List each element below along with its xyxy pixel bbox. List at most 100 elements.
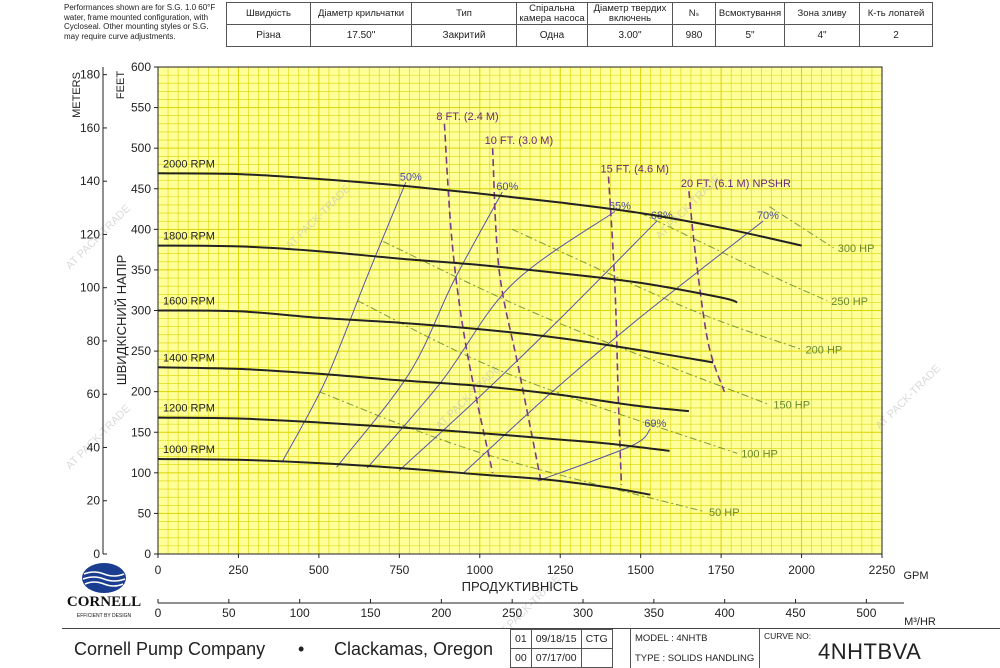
cornell-logo: CORNELL EFFICIENT BY DESIGN: [60, 558, 150, 622]
y-tick-label-meters: 120: [80, 227, 100, 241]
x-tick-label-m3hr: 350: [644, 606, 664, 620]
speed-label: 1200 RPM: [163, 403, 215, 415]
hp-lines: 50 HP 100 HP 150 HP 200 HP 250 HP 300 HP: [318, 206, 874, 519]
x-tick-label-gpm: 1000: [466, 563, 493, 577]
hp-label: 50 HP: [709, 507, 740, 519]
x-tick-label-gpm: 1500: [627, 563, 654, 577]
speed-label: 1400 RPM: [163, 352, 215, 364]
x-tick-label-gpm: 250: [228, 563, 248, 577]
revision-table: 01 09/18/15 CTG 00 07/17/00: [510, 629, 613, 668]
spec-value: 2: [859, 24, 933, 47]
x-tick-label-m3hr: 0: [155, 606, 162, 620]
rev-date: 09/18/15: [530, 629, 582, 649]
hp-line: [318, 391, 706, 513]
speed-curve: [157, 309, 714, 364]
performance-note: Performances shown are for S.G. 1.0 60°F…: [64, 3, 216, 41]
speed-curve: [157, 244, 738, 304]
speed-curve: [157, 366, 689, 413]
x-tick-label-gpm: 1250: [547, 563, 574, 577]
y-tick-label-feet: 500: [131, 141, 151, 155]
spec-header: Швидкість: [226, 2, 311, 25]
speed-curve: [157, 458, 651, 496]
rev-number: 01: [510, 629, 532, 649]
rev-date: 07/17/00: [530, 648, 582, 668]
x-tick-label-m3hr: 200: [431, 606, 451, 620]
hp-label: 150 HP: [773, 400, 810, 412]
hp-line: [769, 206, 834, 249]
watermark-text: AT PACK-TRADE: [64, 403, 133, 472]
speed-label: 2000 RPM: [163, 158, 215, 170]
hp-line: [357, 300, 738, 454]
spec-value: 17.50": [310, 24, 412, 47]
y-tick-label-feet: 250: [131, 344, 151, 358]
spec-value: 5": [715, 24, 785, 47]
footer: Cornell Pump Company • Clackamas, Oregon…: [62, 628, 1000, 668]
y-tick-label-feet: 100: [131, 466, 151, 480]
model-line: MODEL : 4NHTB: [635, 633, 708, 644]
spec-value: Закритий: [411, 24, 517, 47]
efficiency-label: 50%: [400, 171, 422, 183]
x-tick-label-m3hr: 150: [360, 606, 380, 620]
y-unit-feet: FEET: [115, 71, 127, 99]
spec-value: Одна: [516, 24, 588, 47]
rev-initials: [580, 648, 613, 668]
efficiency-line: [281, 182, 407, 463]
spec-header: Спіральна камера насоса: [516, 2, 588, 25]
curve-label: CURVE NO:: [764, 631, 812, 641]
spec-header: Nₛ: [672, 2, 716, 25]
speed-curves: 2000 RPM 1800 RPM 1600 RPM 1400 RPM 1200 RPM…: [157, 158, 802, 496]
rev-initials: CTG: [580, 629, 613, 649]
y-tick-label-feet: 400: [131, 222, 151, 236]
npshr-label: 20 FT. (6.1 M) NPSHR: [681, 178, 791, 190]
npshr-line: [688, 191, 726, 392]
efficiency-line: [398, 220, 658, 471]
efficiency-label: 60%: [496, 181, 518, 193]
spec-table: Швидкість Діаметр крильчатки Тип Спіраль…: [226, 2, 933, 47]
x-tick-label-m3hr: 300: [573, 606, 593, 620]
spec-header: Діаметр крильчатки: [310, 2, 412, 25]
y-unit-meters: METERS: [71, 72, 83, 118]
hp-label: 200 HP: [806, 344, 843, 356]
curve-number: 4NHTBVA: [818, 639, 922, 664]
npshr-line: [491, 148, 542, 482]
spec-value: 4": [784, 24, 860, 47]
company-city: Clackamas, Oregon: [334, 639, 494, 659]
npshr-line: [443, 123, 494, 473]
x-tick-label-m3hr: 400: [715, 606, 735, 620]
y-tick-label-meters: 140: [80, 174, 100, 188]
y-tick-label-meters: 80: [87, 334, 101, 348]
spec-header: Тип: [411, 2, 517, 25]
y-tick-label-meters: 40: [87, 440, 101, 454]
spec-value: 980: [672, 24, 716, 47]
npshr-lines: 8 FT. (2.4 M) 10 FT. (3.0 M) 15 FT. (4.6 M…: [436, 111, 791, 486]
hp-line: [640, 212, 828, 302]
y-tick-label-feet: 450: [131, 182, 151, 196]
npshr-label: 10 FT. (3.0 M): [485, 135, 553, 147]
rev-number: 00: [510, 648, 532, 668]
header: Performances shown are for S.G. 1.0 60°F…: [0, 0, 1000, 48]
x-tick-label-m3hr: 100: [290, 606, 310, 620]
hp-line: [511, 228, 802, 350]
bullet: •: [298, 639, 305, 659]
y-tick-label-feet: 0: [144, 547, 151, 561]
x-tick-label-m3hr: 500: [856, 606, 876, 620]
y-tick-label-feet: 600: [131, 60, 151, 74]
x-axis-label: ПРОДУКТИВНІСТЬ: [462, 579, 579, 594]
axes: 0 250 500 750 1000 1250 1500 1750 2000 2250 GPMПРО…: [71, 60, 936, 628]
speed-label: 1600 RPM: [163, 296, 215, 308]
npshr-label: 15 FT. (4.6 M): [600, 164, 668, 176]
watermark-text: AT PACK-TRADE: [874, 363, 943, 432]
y-tick-label-feet: 550: [131, 101, 151, 115]
y-tick-label-feet: 150: [131, 425, 151, 439]
x-tick-label-m3hr: 450: [786, 606, 806, 620]
y-tick-label-meters: 0: [93, 547, 100, 561]
x-tick-label-m3hr: 50: [222, 606, 236, 620]
spec-header: Всмоктування: [715, 2, 785, 25]
y-tick-label-meters: 60: [87, 387, 101, 401]
npshr-label: 8 FT. (2.4 M): [436, 111, 498, 123]
logo-tagline: EFFICIENT BY DESIGN: [77, 613, 132, 619]
spec-header: Діаметр твердих включень: [587, 2, 673, 25]
efficiency-label: 70%: [757, 210, 779, 222]
logo-text: CORNELL: [67, 594, 141, 610]
speed-label: 1800 RPM: [163, 231, 215, 243]
